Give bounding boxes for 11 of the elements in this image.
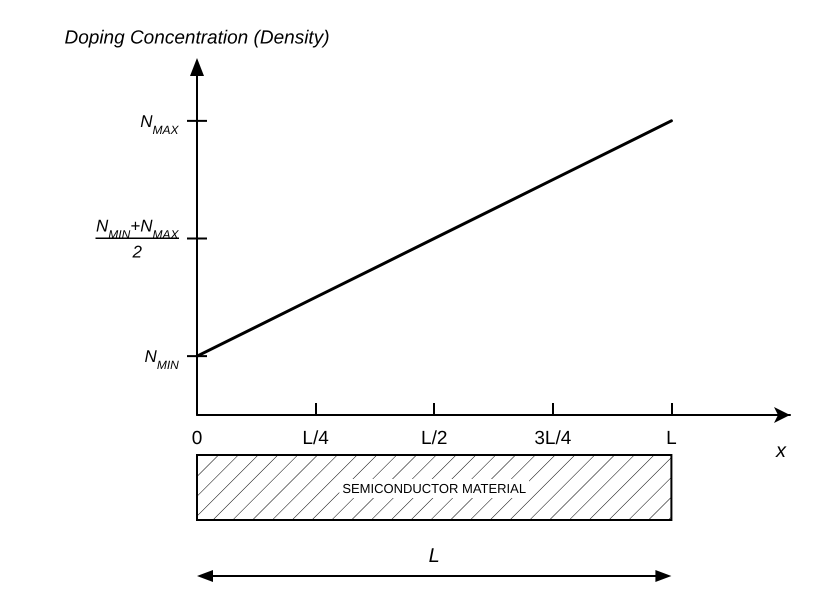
x-tick-label: 3L/4: [534, 428, 572, 449]
text: SEMICONDUCTOR MATERIAL: [342, 481, 526, 496]
y-axis-title: Doping Concentration (Density): [64, 28, 330, 48]
x-tick-label: 0: [192, 428, 202, 449]
x-tick-label: L/2: [420, 428, 448, 449]
x-tick-label: L: [666, 428, 677, 449]
ref-line-label: N$_{MIN}$: [144, 347, 180, 372]
ref-line-label: N$_{MAX}$: [140, 112, 180, 137]
x-tick-label: L/4: [302, 428, 330, 449]
x-axis-title: x: [775, 440, 787, 462]
text: L: [428, 545, 440, 567]
